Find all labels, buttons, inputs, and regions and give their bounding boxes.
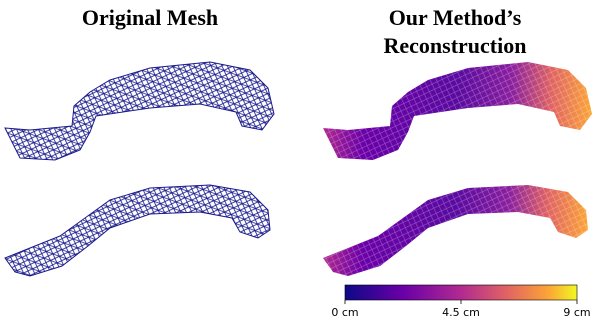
colorbar-tick-label: 9 cm <box>563 306 590 319</box>
reconstruction-bottom <box>323 185 588 276</box>
reconstruction-top <box>323 62 592 160</box>
colorbar <box>345 285 577 300</box>
figure: Original Mesh Our Method’s Reconstructio… <box>0 0 597 322</box>
colorbar-tick-label: 0 cm <box>331 306 358 319</box>
original-mesh-top <box>5 62 274 160</box>
original-mesh-bottom <box>5 185 270 276</box>
panels: 0 cm 4.5 cm 9 cm <box>0 0 597 322</box>
colorbar-tick-label: 4.5 cm <box>442 306 480 319</box>
